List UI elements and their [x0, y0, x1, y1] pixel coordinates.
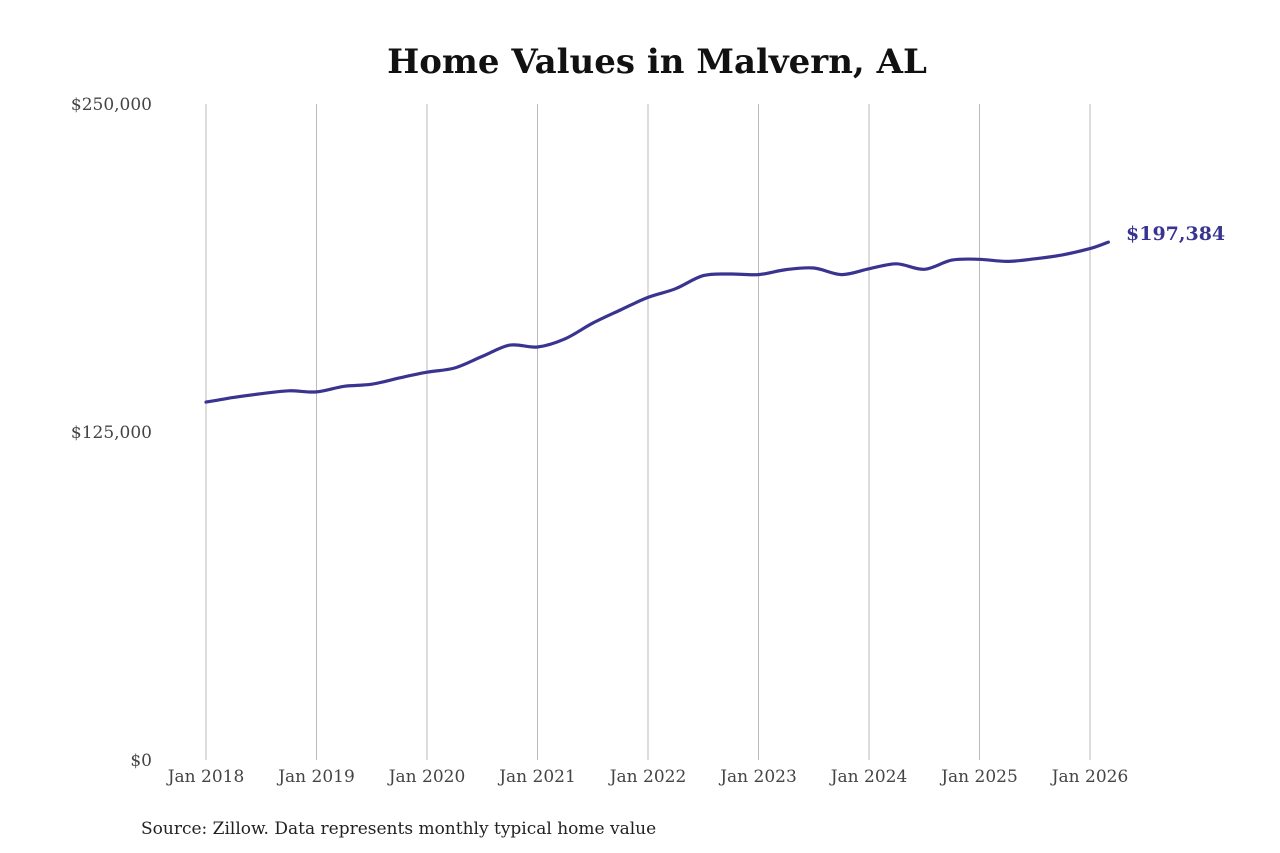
latest-value-label: $197,384 [1126, 223, 1225, 245]
x-tick-label: Jan 2019 [276, 767, 355, 787]
x-tick-label: Jan 2021 [497, 767, 576, 787]
source-note: Source: Zillow. Data represents monthly … [141, 819, 656, 839]
x-tick-label: Jan 2018 [166, 767, 245, 787]
x-tick-label: Jan 2022 [608, 767, 687, 787]
x-tick-label: Jan 2020 [387, 767, 466, 787]
y-tick-label: $125,000 [71, 423, 152, 443]
x-tick-label: Jan 2023 [718, 767, 797, 787]
x-tick-label: Jan 2024 [829, 767, 908, 787]
vertical-gridlines [205, 104, 1091, 760]
chart-title: Home Values in Malvern, AL [387, 42, 927, 82]
x-tick-label: Jan 2026 [1050, 767, 1129, 787]
y-axis-ticks: $0 $125,000 $250,000 [71, 95, 152, 771]
x-tick-label: Jan 2025 [939, 767, 1018, 787]
home-value-line [204, 240, 1110, 404]
y-tick-label: $250,000 [71, 95, 152, 115]
y-tick-label: $0 [130, 751, 152, 771]
x-axis-ticks: Jan 2018 Jan 2019 Jan 2020 Jan 2021 Jan 2022… [166, 767, 1129, 787]
